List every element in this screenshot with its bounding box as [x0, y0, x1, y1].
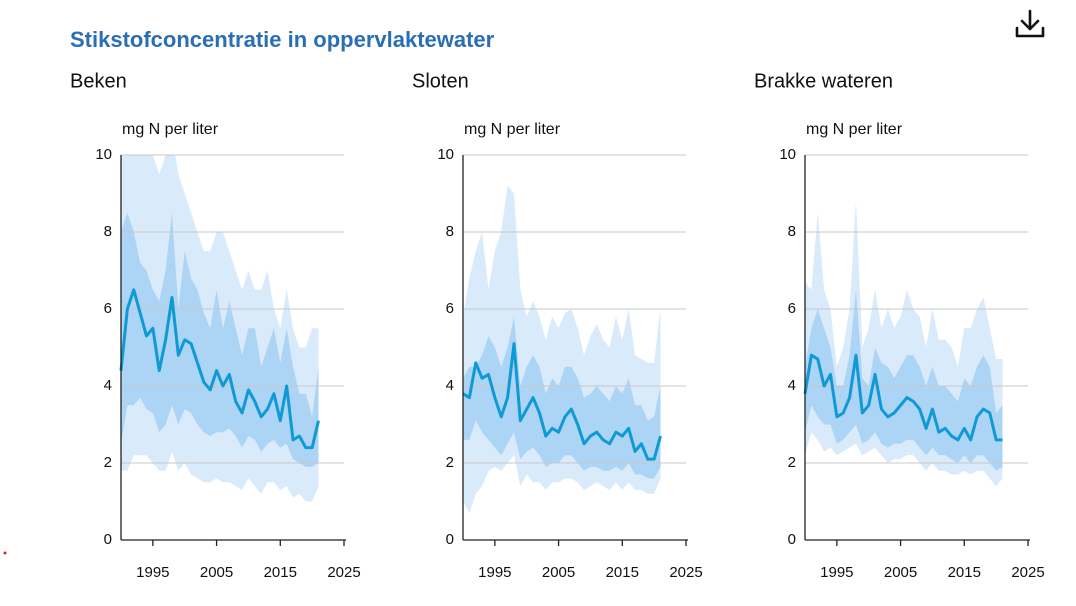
x-tick-label: 2025 [1011, 564, 1044, 581]
median-line [119, 288, 320, 450]
y-tick-label: 0 [446, 531, 454, 548]
x-tick-label: 2015 [606, 564, 639, 581]
x-tick-label: 2005 [542, 564, 575, 581]
y-tick-label: 0 [104, 531, 112, 548]
y-tick-label: 4 [104, 377, 112, 394]
x-tick-label: 2025 [669, 564, 702, 581]
x-tick-label: 2005 [884, 564, 917, 581]
x-tick-label: 2005 [200, 564, 233, 581]
y-axis-label: mg N per liter [122, 121, 219, 138]
panel-title: Beken [70, 70, 127, 92]
y-tick-label: 8 [446, 223, 454, 240]
marker-dot [3, 551, 7, 555]
y-tick-label: 10 [437, 146, 454, 163]
y-tick-label: 8 [788, 223, 796, 240]
y-tick-label: 6 [788, 300, 796, 317]
x-tick-label: 2015 [264, 564, 297, 581]
y-tick-label: 2 [446, 454, 454, 471]
band [805, 289, 1003, 471]
y-tick-label: 8 [104, 223, 112, 240]
y-tick-label: 6 [446, 300, 454, 317]
y-tick-label: 4 [446, 377, 454, 394]
y-tick-label: 10 [779, 146, 796, 163]
y-tick-label: 0 [788, 531, 796, 548]
y-tick-label: 2 [104, 454, 112, 471]
y-tick-label: 10 [95, 146, 112, 163]
panel: Beken mg N per liter 0 2 4 6 8 10 1995 2005 2015 20… [70, 70, 361, 581]
x-tick-label: 2025 [327, 564, 360, 581]
x-tick-label: 2015 [948, 564, 981, 581]
y-tick-label: 2 [788, 454, 796, 471]
panel: Sloten mg N per liter 0 2 4 6 8 10 1995 2005 2015 2… [412, 70, 703, 581]
panel-title: Sloten [412, 70, 469, 92]
y-tick-label: 6 [104, 300, 112, 317]
y-tick-label: 4 [788, 377, 796, 394]
panel-title: Brakke wateren [754, 70, 893, 92]
median-line [462, 342, 662, 461]
y-axis-label: mg N per liter [806, 121, 903, 138]
x-tick-label: 1995 [820, 564, 853, 581]
median-line [803, 353, 1003, 442]
panel: Brakke wateren mg N per liter 0 2 4 6 8 10 1995 2… [754, 70, 1045, 581]
y-axis-label: mg N per liter [464, 121, 561, 138]
x-tick-label: 1995 [136, 564, 169, 581]
download-icon[interactable] [1015, 9, 1045, 38]
page-title: Stikstofconcentratie in oppervlaktewater [70, 27, 495, 52]
x-tick-label: 1995 [478, 564, 511, 581]
